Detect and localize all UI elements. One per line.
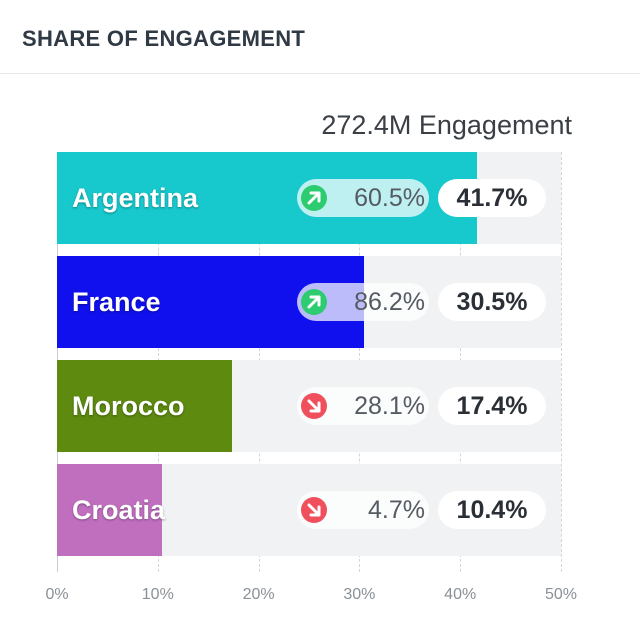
x-tick-label: 30% (343, 586, 376, 603)
arrow-up-right-icon (301, 289, 327, 315)
change-badge: 60.5% (297, 179, 429, 217)
arrow-down-right-icon (301, 497, 327, 523)
arrow-down-right-icon (301, 393, 327, 419)
bar-croatia[interactable] (57, 464, 162, 556)
x-tick-label: 40% (444, 586, 477, 603)
change-badge: 28.1% (297, 387, 429, 425)
x-tick-label: 20% (242, 586, 275, 603)
x-tick-label: 0% (45, 586, 69, 603)
card-title: SHARE OF ENGAGEMENT (22, 26, 306, 51)
bar-row: Argentina 60.5% 41.7% (57, 152, 561, 244)
bar-morocco[interactable] (57, 360, 233, 452)
country-label: Argentina (72, 183, 199, 213)
bar-chart: Argentina 60.5% 41.7% France 86.2% 30.5% Moroc… (57, 152, 562, 572)
x-tick-label: 10% (141, 586, 174, 603)
change-value: 28.1% (354, 392, 425, 420)
total-engagement: 272.4M Engagement (321, 110, 572, 140)
change-badge: 86.2% (297, 283, 429, 321)
change-value: 86.2% (354, 288, 425, 316)
share-value: 10.4% (438, 491, 546, 529)
change-badge: 4.7% (297, 491, 429, 529)
country-label: Croatia (72, 495, 166, 525)
change-value: 4.7% (368, 496, 425, 524)
share-value: 30.5% (438, 283, 546, 321)
arrow-up-right-icon (301, 185, 327, 211)
share-value: 17.4% (438, 387, 546, 425)
bar-row: Morocco 28.1% 17.4% (57, 360, 561, 452)
country-label: France (72, 287, 161, 317)
x-tick-label: 50% (544, 586, 578, 603)
bar-row: France 86.2% 30.5% (57, 256, 561, 348)
card-header: SHARE OF ENGAGEMENT (0, 0, 640, 74)
country-label: Morocco (72, 391, 185, 421)
bar-row: Croatia 4.7% 10.4% (57, 464, 561, 556)
share-value: 41.7% (438, 179, 546, 217)
change-value: 60.5% (354, 184, 425, 212)
gridline (561, 152, 562, 572)
